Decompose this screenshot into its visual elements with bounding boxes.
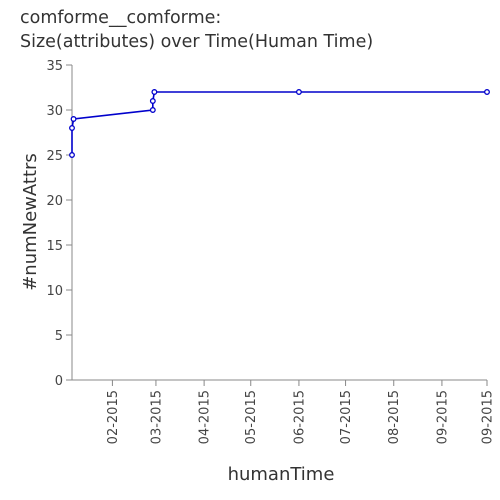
x-axis-title: humanTime bbox=[228, 464, 335, 485]
series-layer bbox=[69, 89, 490, 158]
x-tick-label: 08-2015 bbox=[387, 390, 402, 444]
x-tick-label: 02-2015 bbox=[106, 390, 121, 444]
x-tick-label: 09-2015 bbox=[435, 390, 450, 444]
y-tick-label: 35 bbox=[46, 59, 63, 74]
y-tick-label: 30 bbox=[46, 104, 63, 119]
data-point bbox=[69, 152, 75, 158]
x-axis: 02-2015 03-2015 04-2015 05-2015 06-2015 07-20… bbox=[72, 379, 496, 444]
data-point bbox=[484, 89, 490, 95]
data-point bbox=[149, 107, 156, 113]
y-tick-label: 5 bbox=[55, 329, 63, 344]
series-line bbox=[71, 91, 487, 155]
x-tick-label: 07-2015 bbox=[339, 390, 354, 444]
x-tick-label: 05-2015 bbox=[244, 390, 259, 444]
y-axis: 0 5 10 15 20 25 30 35 bbox=[46, 59, 73, 389]
data-point bbox=[151, 89, 158, 95]
y-tick-label: 25 bbox=[46, 149, 63, 164]
y-tick-label: 15 bbox=[46, 239, 63, 254]
chart-subtitle: Size(attributes) over Time(Human Time) bbox=[20, 32, 374, 52]
x-tick-label: 03-2015 bbox=[149, 390, 164, 444]
y-tick-label: 10 bbox=[46, 284, 63, 299]
x-tick-label: 09-2015 bbox=[481, 390, 496, 444]
x-tick-label: 04-2015 bbox=[198, 390, 213, 444]
y-axis-title: #numNewAttrs bbox=[20, 153, 41, 291]
data-point bbox=[69, 125, 75, 131]
data-point bbox=[70, 116, 77, 122]
y-tick-label: 20 bbox=[46, 194, 63, 209]
chart-title: comforme__comforme: bbox=[20, 8, 222, 28]
chart-title-block: comforme__comforme: Size(attributes) ove… bbox=[20, 6, 373, 54]
data-point bbox=[295, 89, 302, 95]
y-tick-label: 0 bbox=[55, 374, 63, 389]
data-point bbox=[149, 98, 156, 104]
x-tick-label: 06-2015 bbox=[292, 390, 307, 444]
